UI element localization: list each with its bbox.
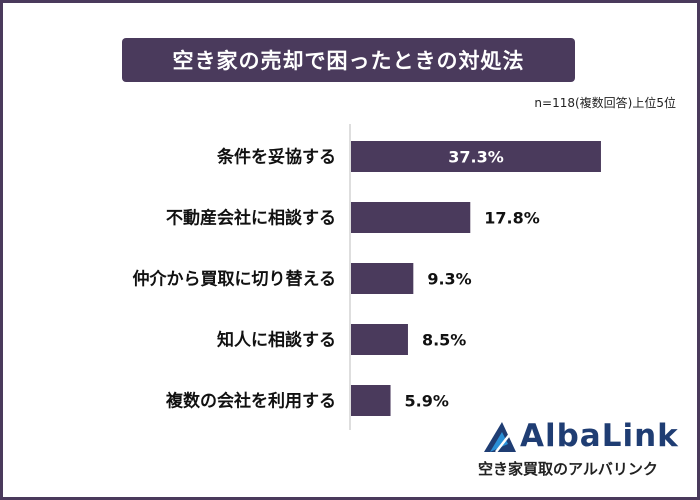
sample-note: n=118(複数回答)上位5位 xyxy=(534,96,676,110)
albalink-triangle-icon xyxy=(484,422,516,453)
category-label: 不動産会社に相談する xyxy=(166,208,336,229)
value-label: 5.9% xyxy=(405,392,449,411)
category-label: 条件を妥協する xyxy=(216,147,336,168)
bar xyxy=(351,202,471,233)
value-label: 9.3% xyxy=(427,270,471,289)
bar xyxy=(351,263,414,294)
value-label: 17.8% xyxy=(484,209,540,228)
category-label: 仲介から買取に切り替える xyxy=(133,269,337,290)
category-label: 知人に相談する xyxy=(216,330,336,351)
bar xyxy=(351,141,601,172)
chart-title: 空き家の売却で困ったときの対処法 xyxy=(122,38,575,82)
logo-wordmark: AlbaLink xyxy=(520,418,679,454)
bar xyxy=(351,324,408,355)
category-label: 複数の会社を利用する xyxy=(165,391,336,412)
bar xyxy=(351,385,391,416)
logo-tagline: 空き家買取のアルバリンク xyxy=(478,460,658,478)
value-label: 37.3% xyxy=(448,148,504,167)
albalink-logo: AlbaLink 空き家買取のアルバリンク xyxy=(478,414,678,486)
value-label: 8.5% xyxy=(422,331,466,350)
